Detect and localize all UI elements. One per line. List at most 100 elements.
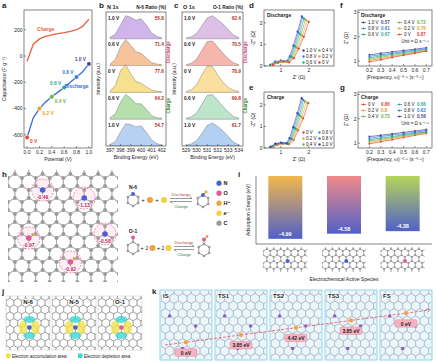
panel-j: N-6N-5O-1Electron accumulation areaElect… [0, 285, 153, 362]
x-tick-label: 1.0 [85, 149, 92, 155]
charge-region [18, 227, 40, 249]
x-tick [369, 64, 370, 66]
marker [403, 131, 405, 133]
series-line [271, 19, 304, 65]
row-label: 0.6 V [184, 96, 196, 101]
chart-title: Charge [267, 94, 284, 100]
carbon-atom [418, 248, 420, 250]
y-axis-label: -Z'' (Ω) [250, 30, 256, 45]
frame-label: N-5 [69, 299, 79, 305]
carbon-atom [89, 248, 93, 252]
carbon-atom [61, 232, 65, 236]
carbon-atom [82, 196, 86, 200]
carbon-atom [68, 260, 72, 264]
panel-a: 0.00.20.40.60.81.0-600-400-2000200Potent… [1, 10, 93, 162]
carbon-atom [297, 266, 299, 268]
bonds [381, 291, 431, 359]
carbon-atom [297, 262, 299, 264]
carbon-atom [103, 208, 107, 212]
carbon-atom [41, 188, 45, 192]
marker [293, 57, 295, 59]
carbon-atom [117, 280, 118, 282]
carbon-atom [263, 266, 264, 268]
lattice [98, 296, 142, 350]
legend-line [397, 104, 402, 105]
active-site [344, 259, 348, 263]
carbon-atom [137, 196, 140, 199]
carbon-atom [325, 260, 327, 262]
plot-frame [358, 92, 432, 148]
bonds [161, 291, 211, 359]
carbon-atom [27, 268, 31, 272]
carbon-atom [390, 256, 392, 258]
legend-marker [399, 34, 401, 36]
y-tick [264, 104, 266, 105]
series-line [273, 22, 309, 65]
carbon-atom [41, 212, 45, 216]
x-tick-label: 0.3 [377, 149, 384, 155]
carbon-atom [300, 260, 302, 262]
marker [403, 135, 405, 137]
nitrogen-atom [168, 314, 172, 318]
x-tick-label: 529 [182, 147, 191, 153]
marker [403, 51, 405, 53]
y-tick [358, 36, 360, 37]
carbon-atom [20, 176, 24, 180]
x-tick [380, 146, 381, 148]
charge-region [73, 187, 95, 209]
carbon-atom [294, 260, 296, 262]
carbon-atom [110, 268, 114, 272]
x-tick-label: 2 [307, 67, 310, 73]
marker [283, 61, 285, 63]
point-label: 0.8 V [62, 70, 74, 75]
depletion-area [115, 332, 127, 339]
count: 2 [146, 245, 149, 251]
y-axis [256, 176, 257, 244]
count: 2 [162, 245, 165, 251]
carbon-atom [8, 232, 10, 236]
marker [288, 61, 290, 63]
series-line [27, 19, 89, 61]
legend-label: 0.2 V [306, 136, 317, 141]
legend-label: 1.0 V [404, 114, 415, 119]
x-tick-label: 0.8 [73, 149, 80, 155]
carbon-atom [103, 256, 107, 260]
legend-marker [216, 181, 221, 186]
series-line [369, 130, 426, 137]
carbon-atom [397, 260, 399, 262]
y-axis-label: Z' (Ω) [343, 31, 349, 44]
chart-title: Discharge [361, 12, 385, 18]
legend-line [361, 22, 366, 23]
carbon-atom [13, 268, 17, 272]
legend-marker [302, 137, 304, 139]
plot-area [25, 19, 91, 139]
electron [166, 245, 172, 251]
carbon-atom [359, 256, 361, 258]
carbon-atom [411, 268, 413, 270]
x-axis-label: Electrochemical Active Species [309, 276, 379, 282]
row-label: 1.0 V [184, 16, 196, 21]
legend-slope: 0.66 [417, 102, 426, 107]
x-tick [426, 146, 427, 148]
carbon-atom [96, 244, 100, 248]
x-tick [39, 146, 40, 148]
y-axis-label: Adsorption Energy (eV) [245, 184, 251, 236]
marker [391, 138, 393, 140]
carbon-atom [325, 268, 327, 270]
carbon-atom [110, 212, 114, 216]
active-site [403, 259, 407, 263]
legend-marker [302, 49, 304, 51]
marker [403, 136, 405, 138]
carbon-atom [89, 184, 93, 188]
lattice [322, 247, 366, 272]
carbon-atom [349, 262, 351, 264]
carbon-atom [34, 280, 38, 282]
carbon-atom [421, 254, 423, 256]
y-tick [264, 22, 266, 23]
legend-marker [216, 201, 221, 206]
ring [128, 242, 138, 254]
plus: + [140, 245, 144, 251]
plot-frame [264, 92, 334, 148]
plot-frame [106, 12, 166, 146]
legend-line [397, 116, 402, 117]
